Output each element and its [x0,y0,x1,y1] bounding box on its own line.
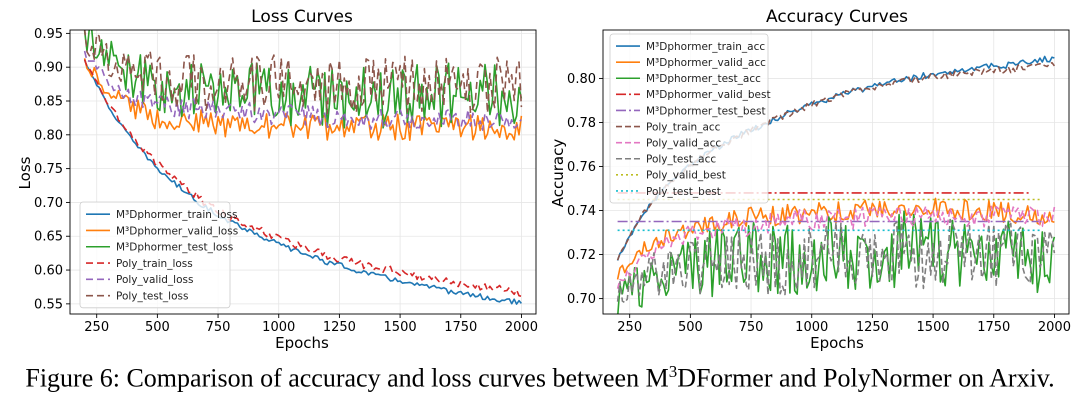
loss-chart-title: Loss Curves [251,7,353,27]
loss-xtick-label: 250 [84,320,109,335]
loss-legend-label: M³Dphormer_train_loss [116,209,237,221]
loss-ytick-label: 0.80 [34,128,63,143]
loss-legend-label: M³Dphormer_test_loss [116,242,233,254]
loss-series-line [83,59,522,305]
accuracy-legend-label: M³Dphormer_train_acc [646,41,765,53]
accuracy-ytick-label: 0.78 [567,116,596,131]
loss-ytick-label: 0.75 [34,162,63,177]
accuracy-ytick-label: 0.76 [567,160,596,175]
loss-xtick-label: 750 [206,320,231,335]
loss-chart-xlabel: Epochs [275,334,329,352]
accuracy-xtick-label: 1000 [795,320,828,335]
figure-caption: Figure 6: Comparison of accuracy and los… [0,362,1080,394]
caption-prefix: Figure 6: Comparison of accuracy and los… [25,363,669,393]
accuracy-xtick-label: 1500 [917,320,950,335]
accuracy-ytick-label: 0.74 [567,204,596,219]
accuracy-chart-xlabel: Epochs [810,334,864,352]
accuracy-xtick-label: 1250 [856,320,889,335]
loss-series-line [83,30,523,129]
accuracy-xtick-label: 1750 [977,320,1010,335]
accuracy-chart-ylabel: Accuracy [549,139,567,208]
loss-series-group [83,30,523,305]
loss-chart-ylabel: Loss [16,156,34,189]
loss-ytick-label: 0.85 [34,95,63,110]
loss-series-line [83,58,523,141]
accuracy-legend-label: M³Dphormer_valid_best [646,89,771,101]
loss-legend-label: Poly_valid_loss [116,274,193,286]
accuracy-ytick-label: 0.70 [567,292,596,307]
caption-superscript: 3 [668,362,678,381]
loss-chart: Loss Curves Epochs Loss 250 500 750 1000 125… [16,7,538,352]
accuracy-xtick-label: 750 [739,320,764,335]
loss-ytick-label: 0.95 [34,27,63,42]
loss-xtick-label: 1250 [323,320,356,335]
accuracy-chart: Accuracy Curves Epochs Accuracy 250 500 75… [549,7,1071,352]
accuracy-xtick-label: 250 [617,320,642,335]
loss-legend-box [79,201,231,309]
accuracy-legend-label: M³Dphormer_test_acc [646,73,761,85]
accuracy-legend-box [609,33,769,204]
accuracy-legend-label: Poly_train_acc [646,121,721,133]
loss-ytick-label: 0.90 [34,61,63,76]
loss-ytick-label: 0.65 [34,230,63,245]
loss-ytick-label: 0.55 [34,297,63,312]
loss-xtick-label: 1000 [262,320,295,335]
loss-xtick-label: 1500 [384,320,417,335]
accuracy-series-line [617,210,1056,314]
loss-ytick-label: 0.60 [34,264,63,279]
accuracy-ytick-label: 0.72 [567,248,596,263]
accuracy-xtick-label: 2000 [1038,320,1071,335]
accuracy-legend-label: Poly_valid_best [646,170,726,182]
accuracy-legend-label: M³Dphormer_test_best [646,105,766,117]
accuracy-legend-label: Poly_test_best [646,186,721,198]
loss-xtick-label: 1750 [444,320,477,335]
accuracy-ytick-label: 0.80 [567,72,596,87]
loss-xtick-label: 2000 [505,320,538,335]
loss-axes-frame [69,29,537,315]
loss-series-line [83,30,523,115]
loss-legend-label: Poly_test_loss [116,290,188,302]
loss-legend: M³Dphormer_train_loss M³Dphormer_valid_lo… [79,201,238,309]
accuracy-legend-label: Poly_valid_acc [646,137,721,149]
loss-legend-label: M³Dphormer_valid_loss [116,225,238,237]
accuracy-axes-frame [602,29,1070,315]
accuracy-legend-label: Poly_test_acc [646,154,716,166]
accuracy-legend: M³Dphormer_train_acc M³Dphormer_valid_acc… [609,33,771,204]
accuracy-series-line [616,218,1056,304]
accuracy-xtick-label: 500 [678,320,703,335]
accuracy-legend-label: M³Dphormer_valid_acc [646,57,766,69]
loss-ytick-label: 0.70 [34,196,63,211]
accuracy-chart-title: Accuracy Curves [766,7,908,27]
loss-legend-label: Poly_train_loss [116,258,193,270]
loss-xtick-label: 500 [145,320,170,335]
caption-suffix: DFormer and PolyNormer on Arxiv. [677,363,1055,393]
